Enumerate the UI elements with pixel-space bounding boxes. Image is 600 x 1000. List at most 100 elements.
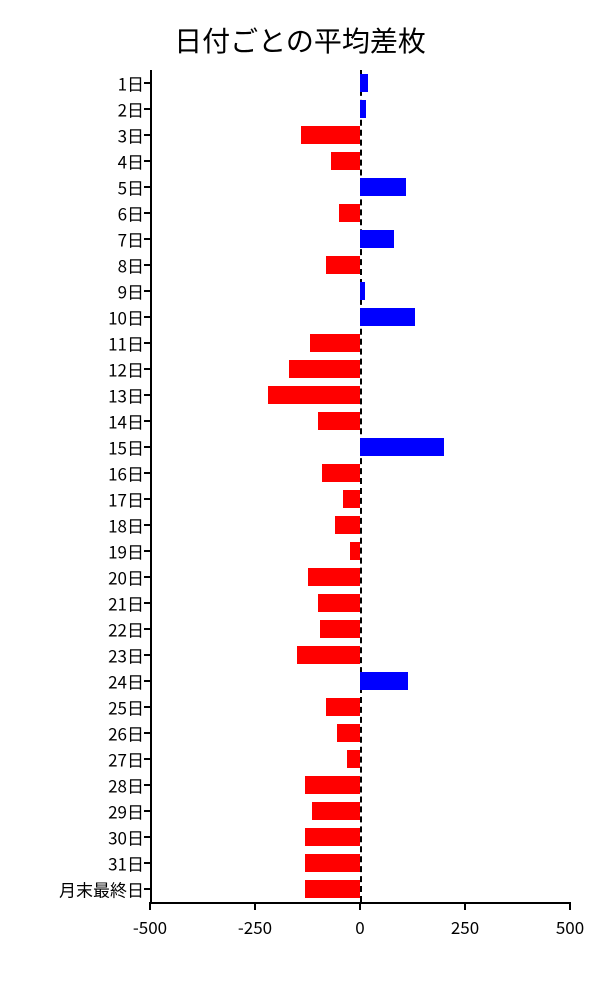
y-tick [144,498,150,500]
table-row [150,616,570,642]
table-row [150,746,570,772]
table-row [150,434,570,460]
bar [347,750,360,768]
bar [339,204,360,222]
table-row [150,174,570,200]
y-tick [144,732,150,734]
plot-area [150,70,570,902]
y-tick [144,524,150,526]
y-tick [144,680,150,682]
x-tick [464,902,466,910]
bar [318,594,360,612]
y-tick [144,862,150,864]
y-tick [144,654,150,656]
y-category-label: 16日 [108,461,144,486]
y-tick [144,290,150,292]
y-tick [144,576,150,578]
y-category-label: 18日 [108,513,144,538]
table-row [150,850,570,876]
y-category-label: 31日 [108,851,144,876]
y-tick [144,420,150,422]
y-category-label: 29日 [108,799,144,824]
bar [337,724,360,742]
y-tick [144,550,150,552]
table-row [150,772,570,798]
table-row [150,590,570,616]
y-category-label: 13日 [108,383,144,408]
x-tick [149,902,151,910]
y-category-label: 17日 [108,487,144,512]
y-tick [144,602,150,604]
bar [318,412,360,430]
table-row [150,96,570,122]
x-tick-label: 500 [556,914,584,939]
y-category-label: 25日 [108,695,144,720]
table-row [150,304,570,330]
table-row [150,564,570,590]
y-category-label: 4日 [118,149,144,174]
y-tick [144,264,150,266]
table-row [150,486,570,512]
table-row [150,200,570,226]
table-row [150,148,570,174]
y-category-label: 6日 [118,201,144,226]
y-category-label: 1日 [118,71,144,96]
bar [289,360,360,378]
bar [305,880,360,898]
bar [297,646,360,664]
bar [268,386,360,404]
table-row [150,720,570,746]
table-row [150,798,570,824]
table-row [150,252,570,278]
y-tick [144,238,150,240]
y-tick [144,82,150,84]
table-row [150,694,570,720]
x-tick-label: -500 [133,914,167,939]
bar [360,282,365,300]
bar [360,672,408,690]
table-row [150,226,570,252]
y-tick [144,394,150,396]
y-category-label: 月末最終日 [59,877,144,902]
table-row [150,70,570,96]
table-row [150,122,570,148]
bar [331,152,360,170]
bar [360,438,444,456]
y-category-label: 26日 [108,721,144,746]
bar [350,542,361,560]
table-row [150,278,570,304]
y-tick [144,342,150,344]
y-category-label: 7日 [118,227,144,252]
bar [305,776,360,794]
y-category-label: 28日 [108,773,144,798]
y-category-label: 20日 [108,565,144,590]
y-category-label: 30日 [108,825,144,850]
y-tick [144,316,150,318]
y-tick [144,758,150,760]
y-tick [144,446,150,448]
y-category-label: 5日 [118,175,144,200]
y-category-label: 22日 [108,617,144,642]
y-category-label: 8日 [118,253,144,278]
table-row [150,668,570,694]
table-row [150,408,570,434]
y-tick [144,108,150,110]
y-tick [144,368,150,370]
y-category-label: 12日 [108,357,144,382]
bar [305,854,360,872]
bar [335,516,360,534]
x-tick [569,902,571,910]
y-category-label: 27日 [108,747,144,772]
table-row [150,382,570,408]
x-tick-label: 250 [451,914,479,939]
table-row [150,538,570,564]
bar [360,178,406,196]
y-category-label: 9日 [118,279,144,304]
bar [360,308,415,326]
table-row [150,642,570,668]
bar [301,126,360,144]
y-tick [144,472,150,474]
bar [326,698,360,716]
y-tick [144,810,150,812]
y-tick [144,186,150,188]
